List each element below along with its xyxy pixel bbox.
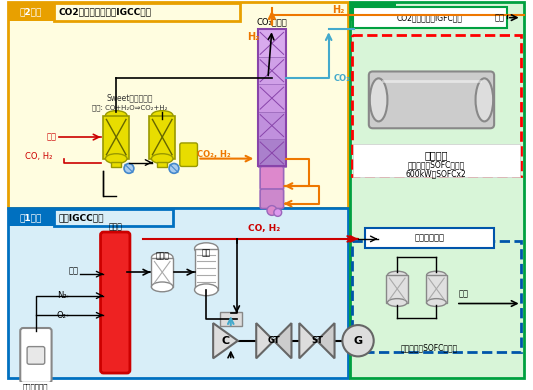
- Polygon shape: [274, 323, 292, 358]
- FancyBboxPatch shape: [258, 29, 286, 57]
- FancyBboxPatch shape: [151, 257, 173, 287]
- FancyBboxPatch shape: [27, 347, 45, 364]
- Ellipse shape: [151, 282, 173, 292]
- Ellipse shape: [195, 284, 218, 296]
- Circle shape: [169, 163, 179, 173]
- FancyBboxPatch shape: [7, 2, 348, 207]
- FancyBboxPatch shape: [260, 189, 284, 209]
- FancyBboxPatch shape: [258, 57, 286, 85]
- Text: CO2分离回收型IGFC验证: CO2分离回收型IGFC验证: [397, 13, 463, 22]
- FancyBboxPatch shape: [9, 3, 53, 21]
- Text: 废气: 废气: [459, 289, 469, 298]
- FancyBboxPatch shape: [260, 167, 284, 190]
- Text: 气体净化试验: 气体净化试验: [415, 234, 445, 243]
- Text: 废气: 废气: [495, 13, 505, 22]
- Text: 水洗炉: 水洗炉: [155, 252, 169, 261]
- Text: CO2分离回收型吹氧IGCC验证: CO2分离回收型吹氧IGCC验证: [59, 7, 151, 16]
- Text: 脱硫: 脱硫: [201, 248, 211, 257]
- Ellipse shape: [426, 271, 446, 279]
- FancyBboxPatch shape: [7, 207, 348, 378]
- Text: 吹氧IGCC验证: 吹氧IGCC验证: [59, 213, 104, 222]
- Text: O₂: O₂: [56, 311, 66, 320]
- FancyBboxPatch shape: [20, 328, 52, 383]
- FancyBboxPatch shape: [149, 115, 175, 159]
- Text: 气化炉: 气化炉: [108, 222, 122, 231]
- Circle shape: [267, 206, 277, 215]
- Text: 空气分离设备: 空气分离设备: [22, 384, 47, 390]
- FancyBboxPatch shape: [386, 275, 408, 303]
- Text: CO₂回收塔: CO₂回收塔: [256, 17, 287, 26]
- Circle shape: [274, 209, 281, 216]
- Text: 第1阶段: 第1阶段: [20, 213, 42, 222]
- FancyBboxPatch shape: [9, 209, 53, 226]
- Ellipse shape: [426, 299, 446, 307]
- Text: CO₂, H₂: CO₂, H₂: [197, 150, 231, 159]
- Text: 第2阶段: 第2阶段: [20, 7, 42, 16]
- Ellipse shape: [195, 243, 218, 255]
- Polygon shape: [256, 323, 274, 358]
- Circle shape: [342, 325, 374, 356]
- Text: N₂: N₂: [56, 291, 66, 300]
- FancyBboxPatch shape: [220, 312, 241, 326]
- FancyBboxPatch shape: [353, 7, 507, 28]
- FancyBboxPatch shape: [351, 3, 396, 21]
- FancyBboxPatch shape: [103, 115, 129, 159]
- Text: CO, H₂: CO, H₂: [25, 152, 53, 161]
- Polygon shape: [300, 323, 317, 358]
- FancyBboxPatch shape: [258, 112, 286, 140]
- Ellipse shape: [151, 111, 173, 121]
- Text: CO, H₂: CO, H₂: [248, 223, 280, 232]
- FancyBboxPatch shape: [258, 139, 286, 167]
- FancyBboxPatch shape: [195, 249, 218, 290]
- Polygon shape: [213, 323, 238, 358]
- Ellipse shape: [106, 111, 127, 121]
- Ellipse shape: [475, 78, 493, 121]
- Text: 燃料电池: 燃料电池: [425, 150, 448, 160]
- Text: 反应: CO+H₂O⇒CO₂+H₂: 反应: CO+H₂O⇒CO₂+H₂: [92, 105, 168, 111]
- FancyBboxPatch shape: [369, 71, 494, 128]
- Text: 燃料电池（SOFC）设备: 燃料电池（SOFC）设备: [408, 160, 465, 169]
- Text: CO₂: CO₂: [334, 74, 350, 83]
- FancyBboxPatch shape: [180, 143, 197, 167]
- Text: H₂: H₂: [332, 5, 345, 15]
- FancyBboxPatch shape: [350, 2, 524, 378]
- FancyBboxPatch shape: [426, 275, 447, 303]
- Text: 600kW级SOFCx2: 600kW级SOFCx2: [406, 170, 467, 179]
- Text: 燃料电池（SOFC）设备: 燃料电池（SOFC）设备: [401, 343, 458, 352]
- FancyBboxPatch shape: [157, 161, 167, 167]
- Text: GT: GT: [268, 336, 280, 345]
- FancyBboxPatch shape: [258, 84, 286, 112]
- Text: G: G: [353, 336, 362, 346]
- Text: H₂: H₂: [247, 32, 260, 42]
- Ellipse shape: [370, 78, 387, 121]
- Text: ST: ST: [311, 336, 323, 345]
- Ellipse shape: [151, 154, 173, 163]
- FancyBboxPatch shape: [353, 144, 520, 177]
- Ellipse shape: [387, 299, 407, 307]
- Text: 煤炭: 煤炭: [69, 267, 79, 276]
- Ellipse shape: [151, 253, 173, 262]
- FancyBboxPatch shape: [365, 228, 494, 248]
- Text: Sweet转换反应器: Sweet转换反应器: [107, 94, 153, 103]
- Text: C: C: [221, 336, 230, 346]
- Ellipse shape: [387, 271, 407, 279]
- Text: 蒸气: 蒸气: [46, 133, 56, 142]
- Circle shape: [124, 163, 134, 173]
- FancyBboxPatch shape: [101, 232, 130, 373]
- Text: 第3阶段: 第3阶段: [362, 7, 385, 16]
- Ellipse shape: [106, 154, 127, 163]
- FancyBboxPatch shape: [111, 161, 121, 167]
- Polygon shape: [317, 323, 335, 358]
